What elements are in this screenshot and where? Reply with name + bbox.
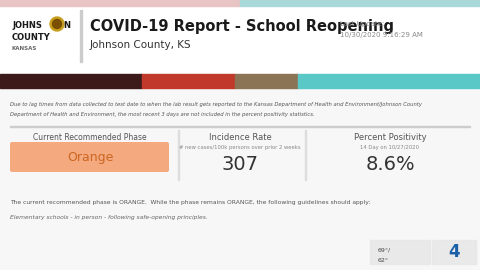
Bar [298, 74, 480, 88]
FancyBboxPatch shape [10, 142, 169, 172]
Bar [10, 126, 470, 127]
Text: Elementary schools - in person - following safe-opening principles.: Elementary schools - in person - followi… [10, 215, 208, 220]
Circle shape [52, 19, 61, 29]
Text: Department of Health and Environment, the most recent 3 days are not included in: Department of Health and Environment, th… [10, 112, 314, 117]
Text: # new cases/100k persons over prior 2 weeks: # new cases/100k persons over prior 2 we… [179, 146, 301, 150]
Bar [178, 130, 179, 180]
Text: COUNTY: COUNTY [12, 33, 51, 42]
Text: 69°/: 69°/ [378, 248, 391, 252]
Text: Percent Positivity: Percent Positivity [354, 133, 426, 141]
Bar [370, 240, 430, 264]
Text: Current Recommended Phase: Current Recommended Phase [33, 133, 147, 141]
Text: 8.6%: 8.6% [365, 156, 415, 174]
Text: Johnson County, KS: Johnson County, KS [90, 40, 192, 50]
Bar [80, 10, 82, 62]
Text: N: N [63, 22, 70, 31]
Bar [0, 0, 240, 6]
Bar [240, 0, 480, 6]
Bar [0, 88, 480, 270]
Text: JOHNS: JOHNS [12, 22, 42, 31]
Bar [235, 74, 298, 88]
Text: Incidence Rate: Incidence Rate [209, 133, 271, 141]
Bar [142, 74, 235, 88]
Text: Due to lag times from data collected to test date to when the lab result gets re: Due to lag times from data collected to … [10, 102, 422, 107]
Circle shape [50, 17, 64, 31]
Bar [305, 130, 306, 180]
Bar [432, 240, 476, 264]
Text: Last Update:: Last Update: [340, 21, 384, 27]
Text: 4: 4 [448, 243, 460, 261]
Text: 14 Day on 10/27/2020: 14 Day on 10/27/2020 [360, 146, 420, 150]
Text: 10/30/2020 9:16:29 AM: 10/30/2020 9:16:29 AM [340, 32, 423, 38]
Text: 307: 307 [221, 156, 259, 174]
Bar [0, 6, 480, 74]
Text: The current recommended phase is ORANGE.  While the phase remains ORANGE, the fo: The current recommended phase is ORANGE.… [10, 200, 371, 205]
Text: COVID-19 Report - School Reopening: COVID-19 Report - School Reopening [90, 19, 394, 33]
Text: KANSAS: KANSAS [12, 46, 37, 52]
Bar [0, 74, 142, 88]
Text: 62°: 62° [378, 258, 389, 262]
Text: Orange: Orange [67, 150, 113, 164]
